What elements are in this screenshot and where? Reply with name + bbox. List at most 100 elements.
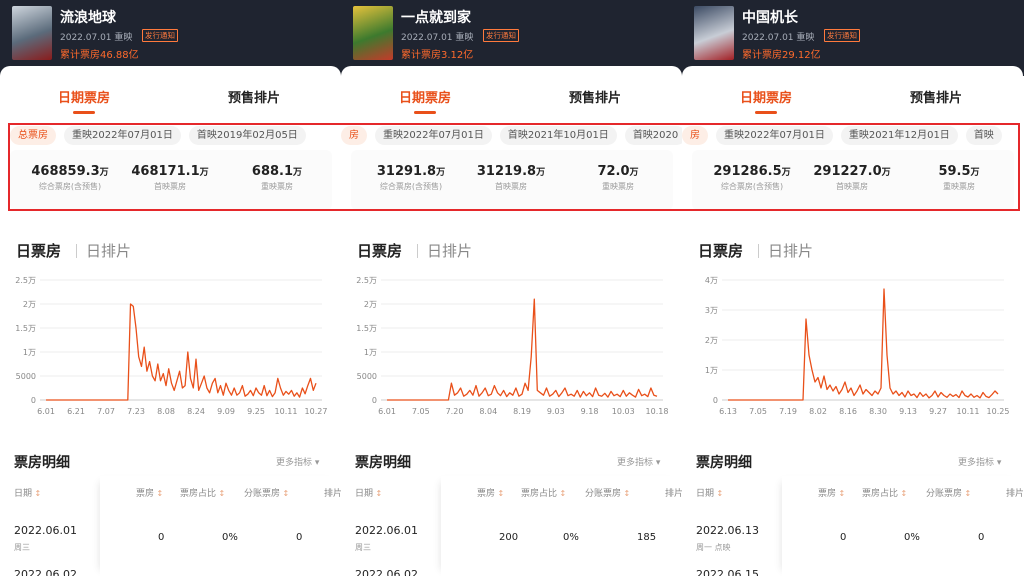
x-tick-label: 8.02 — [809, 407, 827, 416]
y-tick-label: 2.5万 — [15, 276, 36, 285]
release-chip[interactable]: 重映2021年12月01日 — [840, 126, 958, 145]
tab-daily-box-office[interactable]: 日期票房 — [58, 91, 111, 106]
release-notice-badge[interactable]: 发行通知 — [824, 29, 860, 42]
release-chip-row: 房重映2022年07月01日 重映2021年12月01日 首映 — [682, 123, 1023, 145]
column-header[interactable]: 票房占比 ↕ — [862, 486, 907, 499]
release-notice-badge[interactable]: 发行通知 — [483, 29, 519, 42]
column-header[interactable]: 票房占比 ↕ — [180, 486, 225, 499]
table-cell: 200 — [499, 532, 519, 543]
sort-arrows-icon[interactable]: ↕ — [714, 489, 724, 498]
column-header[interactable]: 日期 ↕ — [355, 486, 382, 499]
column-header[interactable]: 日期 ↕ — [696, 486, 723, 499]
y-tick-label: 1万 — [705, 366, 718, 375]
daily-box-office-chart[interactable]: 4万 3万 2万 1万 06.13 7.05 7.19 8.02 8.16 8.30 9.13 9.2… — [682, 272, 1023, 422]
stat-value: 31219.8万 — [461, 164, 561, 179]
table-cell: 0% — [222, 532, 238, 543]
sort-arrows-icon[interactable]: ↕ — [621, 489, 631, 498]
highlight-box — [8, 123, 1020, 211]
sort-arrows-icon[interactable]: ↕ — [836, 489, 846, 498]
release-chip[interactable]: 首映 — [965, 126, 1002, 145]
more-metrics-dropdown[interactable]: 更多指标 ▾ — [617, 458, 661, 468]
x-tick-label: 8.04 — [479, 407, 497, 416]
stat-value: 468171.1万 — [120, 164, 220, 179]
active-tab-indicator — [755, 111, 777, 114]
x-tick-label: 8.19 — [513, 407, 531, 416]
daily-box-office-chart[interactable]: 2.5万 2万 1.5万 1万 5000 06.01 6.21 7.07 7.23 8.08 8.2… — [0, 272, 341, 422]
y-tick-label: 2万 — [705, 336, 718, 345]
column-header[interactable]: 日期 ↕ — [14, 486, 41, 499]
release-chip[interactable]: 重映2022年07月01日 — [64, 126, 181, 145]
column-header[interactable]: 排片 — [665, 486, 682, 499]
column-header[interactable]: 票房占比 ↕ — [521, 486, 566, 499]
stat-label: 重映票房 — [943, 182, 975, 191]
cumulative-box-office: 累计票房46.88亿 — [60, 50, 139, 61]
sort-arrows-icon[interactable]: ↕ — [898, 489, 908, 498]
sort-arrows-icon[interactable]: ↕ — [962, 489, 972, 498]
release-chip[interactable]: 首映2019年02月05日 — [188, 126, 306, 145]
sort-arrows-icon[interactable]: ↕ — [373, 489, 383, 498]
release-chip[interactable]: 首映2020 — [624, 126, 682, 145]
release-chip[interactable]: 总票房 — [10, 126, 56, 145]
daily-box-office-toggle[interactable]: 日票房 — [698, 242, 744, 260]
tab-presale-schedule[interactable]: 预售排片 — [569, 91, 622, 106]
column-header[interactable]: 票房 ↕ — [818, 486, 845, 499]
movie-poster[interactable] — [12, 6, 52, 60]
release-chip[interactable]: 房 — [341, 126, 367, 145]
column-header[interactable]: 分账票房 ↕ — [244, 486, 289, 499]
daily-schedule-toggle[interactable]: 日排片 — [768, 242, 814, 260]
movie-title: 一点就到家 — [401, 10, 471, 26]
daily-box-office-toggle[interactable]: 日票房 — [16, 242, 62, 260]
table-cell: 0 — [296, 532, 303, 543]
table-cell: 0 — [158, 532, 165, 543]
y-tick-label: 0 — [713, 396, 718, 405]
sort-arrows-icon[interactable]: ↕ — [557, 489, 567, 498]
column-header[interactable]: 票房 ↕ — [136, 486, 163, 499]
release-chip[interactable]: 重映2022年07月01日 — [375, 126, 492, 145]
release-chip[interactable]: 首映2021年10月01日 — [499, 126, 617, 145]
tab-daily-box-office[interactable]: 日期票房 — [399, 91, 452, 106]
daily-schedule-toggle[interactable]: 日排片 — [86, 242, 132, 260]
section-divider — [76, 244, 77, 258]
stat-block: 291286.5万 综合票房(含预售) — [702, 164, 802, 192]
column-header[interactable]: 分账票房 ↕ — [585, 486, 630, 499]
x-tick-label: 9.03 — [547, 407, 565, 416]
more-metrics-dropdown[interactable]: 更多指标 ▾ — [276, 458, 320, 468]
tab-presale-schedule[interactable]: 预售排片 — [910, 91, 963, 106]
sort-arrows-icon[interactable]: ↕ — [32, 489, 42, 498]
sort-arrows-icon[interactable]: ↕ — [216, 489, 226, 498]
column-header[interactable]: 票房 ↕ — [477, 486, 504, 499]
row-weekday: 周三 — [355, 543, 371, 552]
tab-presale-schedule[interactable]: 预售排片 — [228, 91, 281, 106]
sort-arrows-icon[interactable]: ↕ — [495, 489, 505, 498]
movie-header-bar — [0, 0, 1024, 76]
column-header[interactable]: 分账票房 ↕ — [926, 486, 971, 499]
movie-card-0[interactable]: 流浪地球 2022.07.01 重映 发行通知 累计票房46.88亿 — [0, 0, 341, 76]
column-header[interactable]: 排片 — [1006, 486, 1023, 499]
sort-arrows-icon[interactable]: ↕ — [280, 489, 290, 498]
box-office-summary: 31291.8万 综合票房(含预售) 31219.8万 首映票房 72.0万 重映票房 — [351, 150, 673, 210]
release-notice-badge[interactable]: 发行通知 — [142, 29, 178, 42]
daily-box-office-toggle[interactable]: 日票房 — [357, 242, 403, 260]
tab-bar: 日期票房 预售排片 — [0, 66, 341, 114]
daily-box-office-chart[interactable]: 2.5万 2万 1.5万 1万 5000 06.01 7.05 7.20 8.04 8.19 9.0… — [341, 272, 682, 422]
release-chip[interactable]: 重映2022年07月01日 — [716, 126, 833, 145]
movie-poster[interactable] — [694, 6, 734, 60]
tab-daily-box-office[interactable]: 日期票房 — [740, 91, 793, 106]
y-tick-label: 1万 — [364, 348, 377, 357]
x-tick-label: 10.11 — [957, 407, 980, 416]
stat-label: 首映票房 — [836, 182, 868, 191]
box-office-detail-title: 票房明细 — [696, 455, 752, 471]
box-office-summary: 291286.5万 综合票房(含预售) 291227.0万 首映票房 59.5万 重映票房 — [692, 150, 1014, 210]
sort-arrows-icon[interactable]: ↕ — [154, 489, 164, 498]
movie-poster[interactable] — [353, 6, 393, 60]
daily-schedule-toggle[interactable]: 日排片 — [427, 242, 473, 260]
x-tick-label: 10.18 — [646, 407, 669, 416]
column-header[interactable]: 排片 — [324, 486, 341, 499]
more-metrics-dropdown[interactable]: 更多指标 ▾ — [958, 458, 1002, 468]
stat-value: 291227.0万 — [802, 164, 902, 179]
release-chip[interactable]: 房 — [682, 126, 708, 145]
movie-card-2[interactable]: 中国机长 2022.07.01 重映 发行通知 累计票房29.12亿 — [682, 0, 1023, 76]
box-office-series-line — [46, 303, 317, 401]
movie-card-1[interactable]: 一点就到家 2022.07.01 重映 发行通知 累计票房3.12亿 — [341, 0, 682, 76]
stat-block: 72.0万 重映票房 — [573, 164, 663, 192]
